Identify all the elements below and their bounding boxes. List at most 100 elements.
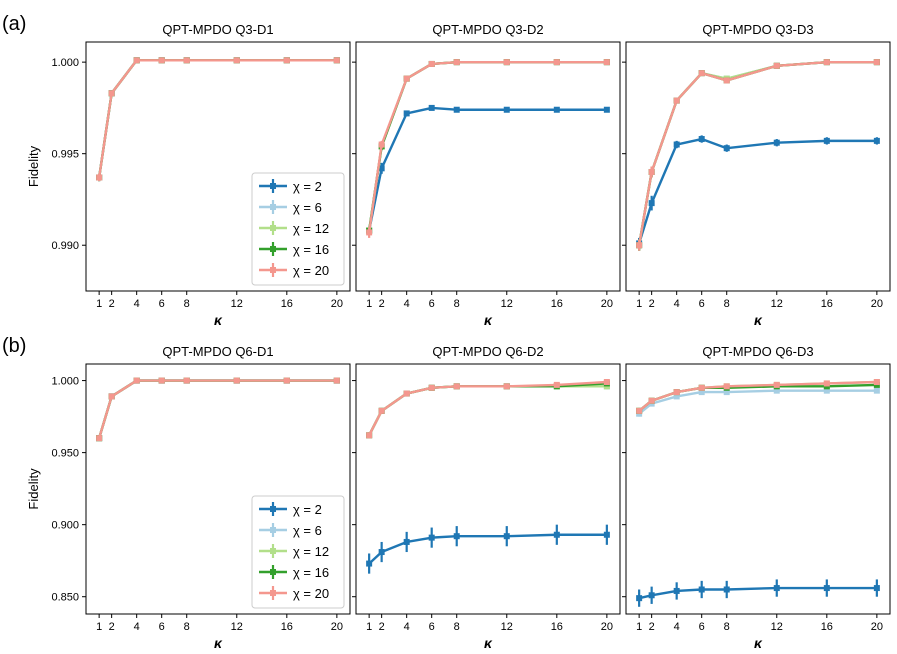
x-tick-label: 4 [674, 621, 680, 633]
legend-frame [251, 495, 345, 609]
legend-swatch-marker [270, 204, 276, 210]
data-point [428, 534, 435, 541]
series-1 [366, 524, 610, 574]
series-line [638, 380, 877, 412]
data-point [773, 62, 780, 69]
x-tick-label: 4 [134, 621, 140, 633]
data-point [636, 595, 643, 602]
data-point [648, 397, 655, 404]
legend-label: χ = 16 [293, 565, 329, 580]
data-point [403, 538, 410, 545]
series-line [367, 60, 607, 233]
x-tick-label: 1 [636, 298, 642, 310]
data-point [233, 377, 240, 384]
series-2 [366, 383, 610, 439]
x-tick-label: 8 [724, 298, 730, 310]
data-point [96, 435, 103, 442]
x-tick-label: 16 [821, 298, 833, 310]
x-tick-label: 20 [601, 298, 613, 310]
data-point [283, 377, 290, 384]
y-axis-label: Fidelity [26, 468, 41, 510]
chart-panel-6: QPT-MPDO Q6-D3 1 2 4 6 8 12 16 20 κ [622, 344, 891, 651]
y-tick-label: 1.000 [51, 376, 79, 388]
data-point [503, 59, 510, 66]
x-tick-label: 8 [454, 298, 460, 310]
plot-frame [85, 363, 351, 615]
x-tick-label: 2 [379, 621, 385, 633]
series-line [97, 59, 337, 178]
data-point [283, 57, 290, 64]
data-point [378, 165, 385, 172]
series-line [637, 60, 877, 246]
data-point [453, 533, 460, 540]
data-point [648, 592, 655, 599]
data-point [96, 174, 103, 181]
x-tick-label: 12 [231, 621, 243, 633]
x-tick-label: 1 [96, 298, 102, 310]
data-point [603, 379, 610, 386]
legend-swatch-marker [270, 506, 276, 512]
data-point [108, 90, 115, 97]
y-tick-label: 0.850 [51, 592, 79, 604]
y-axis-label: Fidelity [26, 145, 41, 187]
data-point [403, 110, 410, 117]
data-point [873, 379, 880, 386]
chart-panel-3: QPT-MPDO Q3-D3 1 2 4 6 8 12 16 20 κ [622, 22, 891, 328]
data-point [108, 393, 115, 400]
data-point [673, 97, 680, 104]
data-point [648, 168, 655, 175]
series-3 [96, 377, 340, 442]
series-5 [636, 379, 880, 414]
data-point [873, 137, 880, 144]
data-point [333, 377, 340, 384]
series-line [97, 379, 337, 439]
series-line [97, 59, 337, 178]
legend-label: χ = 6 [293, 200, 322, 215]
data-point [823, 59, 830, 66]
chart-panel-2: QPT-MPDO Q3-D2 1 2 4 6 8 12 16 20 κ [352, 22, 621, 328]
series-line [97, 379, 337, 439]
series-line [97, 59, 337, 178]
series-5 [366, 59, 610, 238]
series-2 [366, 59, 610, 235]
series-5 [96, 57, 340, 182]
x-tick-label: 8 [454, 621, 460, 633]
x-tick-label: 4 [134, 298, 140, 310]
data-point [233, 57, 240, 64]
data-point [366, 229, 373, 236]
legend-label: χ = 16 [293, 242, 329, 257]
x-tick-label: 12 [771, 621, 783, 633]
y-tick-label: 0.990 [51, 240, 79, 252]
series-line [97, 379, 337, 439]
series-4 [96, 57, 340, 182]
legend: χ = 2 χ = 6 χ = 12 χ = 16 χ = 20 [251, 495, 345, 609]
legend-swatch-marker [270, 267, 276, 273]
x-tick-label: 20 [871, 621, 883, 633]
data-point [673, 389, 680, 396]
plot-frame [355, 363, 621, 615]
panel-label-b: (b) [2, 335, 26, 357]
data-point [603, 106, 610, 113]
legend-swatch-marker [270, 246, 276, 252]
x-tick-label: 16 [281, 621, 293, 633]
data-point [183, 377, 190, 384]
x-tick-label: 8 [184, 298, 190, 310]
data-point [553, 531, 560, 538]
legend-swatch-marker [270, 569, 276, 575]
series-1 [366, 104, 610, 235]
data-point [673, 141, 680, 148]
series-line [638, 389, 877, 415]
data-point [823, 137, 830, 144]
x-tick-label: 4 [674, 298, 680, 310]
data-point [366, 560, 373, 567]
x-axis-label: κ [484, 312, 493, 328]
data-point [603, 59, 610, 66]
data-point [453, 383, 460, 390]
legend-label: χ = 2 [293, 502, 322, 517]
series-2 [636, 387, 880, 417]
x-tick-label: 8 [184, 621, 190, 633]
x-tick-label: 1 [636, 621, 642, 633]
data-point [823, 387, 830, 394]
series-line [97, 379, 337, 439]
series-line [367, 60, 607, 231]
